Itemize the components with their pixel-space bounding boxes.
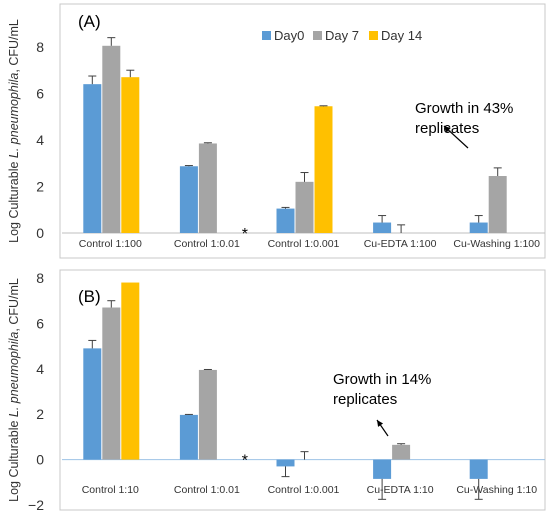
- bar-day0: [373, 459, 392, 479]
- significance-star: *: [242, 226, 248, 243]
- annotation-text: replicates: [333, 391, 397, 408]
- annotation-text: Growth in 43%: [415, 100, 513, 117]
- x-category-label: Cu-Washing 1:100: [453, 238, 540, 250]
- y-tick-label: 4: [36, 361, 44, 377]
- bar-day7: [295, 181, 314, 233]
- legend-label: Day0: [274, 28, 304, 43]
- plot-frame: [59, 3, 546, 259]
- significance-star: *: [242, 453, 248, 470]
- y-tick-label: 0: [36, 225, 44, 241]
- bar-day7: [488, 176, 507, 233]
- bar-day14: [314, 106, 333, 233]
- annotation-text: Growth in 14%: [333, 371, 431, 388]
- y-axis-label: Log Culturable L. pneumophila, CFU/mL: [7, 278, 21, 502]
- y-axis-label: Log Culturable L. pneumophila, CFU/mL: [7, 19, 21, 243]
- x-category-label: Cu-EDTA 1:10: [367, 484, 434, 496]
- y-tick-label: 0: [36, 452, 44, 468]
- legend-label: Day 7: [325, 28, 359, 43]
- panel-label: (A): [78, 12, 101, 31]
- legend-swatch: [262, 31, 271, 40]
- y-tick-label: 8: [36, 270, 44, 286]
- bar-day7: [392, 444, 411, 460]
- bar-day7: [198, 143, 217, 233]
- bar-day0: [276, 459, 295, 467]
- annotation-arrowhead: [377, 420, 384, 427]
- x-category-label: Control 1:0.01: [174, 238, 240, 250]
- chart-panel-b: −2 0 2 4 6 8 Control 1:10 Control 1:0.01 Control…: [7, 269, 546, 513]
- bar-day0: [469, 459, 488, 479]
- x-category-label: Control 1:0.001: [268, 238, 340, 250]
- y-tick-label: 8: [36, 39, 44, 55]
- panel-label: (B): [78, 287, 101, 306]
- bar-day7: [198, 369, 217, 460]
- x-category-label: Control 1:0.001: [268, 484, 340, 496]
- y-tick-label: 2: [36, 406, 44, 422]
- y-tick-label: 6: [36, 85, 44, 101]
- bar-day0: [83, 348, 102, 460]
- bar-day0: [179, 166, 198, 233]
- bar-day14: [121, 77, 140, 234]
- legend-label: Day 14: [381, 28, 422, 43]
- y-tick-label: 6: [36, 315, 44, 331]
- plot-frame: [59, 269, 546, 511]
- bar-day0: [373, 222, 392, 233]
- x-category-label: Control 1:10: [82, 484, 139, 496]
- bar-day7: [102, 307, 121, 460]
- annotation-arrowhead: [444, 126, 451, 133]
- y-tick-label: 2: [36, 178, 44, 194]
- bar-day0: [179, 414, 198, 460]
- x-category-label: Cu-EDTA 1:100: [364, 238, 437, 250]
- bar-day0: [469, 222, 488, 233]
- y-axis-label-part: L. pneumophila: [7, 332, 21, 418]
- x-category-label: Control 1:0.01: [174, 484, 240, 496]
- bar-day0: [83, 84, 102, 234]
- bar-day7: [102, 45, 121, 234]
- legend-swatch: [313, 31, 322, 40]
- bar-day0: [276, 208, 295, 233]
- x-category-label: Control 1:100: [79, 238, 142, 250]
- x-category-label: Cu-Washing 1:10: [456, 484, 537, 496]
- legend-swatch: [369, 31, 378, 40]
- y-axis-label-part: , CFU/mL: [7, 278, 21, 332]
- y-tick-label: 4: [36, 132, 44, 148]
- y-axis-label-part: Log Culturable: [7, 158, 21, 243]
- bar-day14: [121, 282, 140, 460]
- chart-panel-a: 0 2 4 6 8 Control 1:100 Control 1:0.01 Control …: [7, 3, 546, 259]
- y-tick-label: −2: [28, 497, 44, 513]
- y-axis-label-part: , CFU/mL: [7, 19, 21, 73]
- y-axis-label-part: Log Culturable: [7, 417, 21, 502]
- y-axis-label-part: L. pneumophila: [7, 73, 21, 159]
